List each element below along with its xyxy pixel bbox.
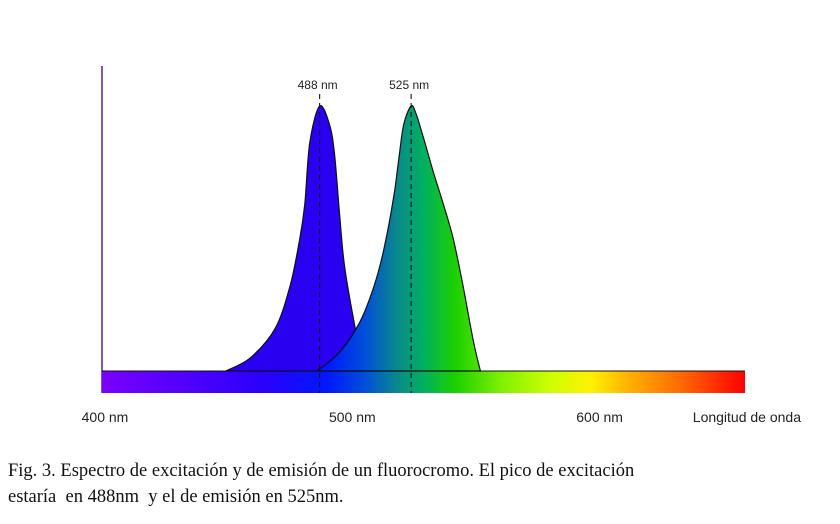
excitation-peak-label: 488 nm [298,78,338,92]
x-tick-label: 500 nm [329,409,376,425]
spectrum-bar [102,371,745,393]
x-tick-label: 400 nm [82,409,129,425]
caption-line-2: estaría en 488nm y el de emisión en 525n… [8,487,344,507]
x-axis-label: Longitud de onda [693,409,801,425]
x-tick-label: 600 nm [576,409,623,425]
emission-peak-label: 525 nm [389,78,429,92]
fluorochrome-spectrum-chart: 488 nm 525 nm 400 nm 500 nm 600 nm Longitud… [82,66,801,425]
caption-line-1: Fig. 3. Espectro de excitación y de emis… [8,461,635,481]
excitation-curve [225,104,365,372]
figure-caption: Fig. 3. Espectro de excitación y de emis… [8,458,838,510]
